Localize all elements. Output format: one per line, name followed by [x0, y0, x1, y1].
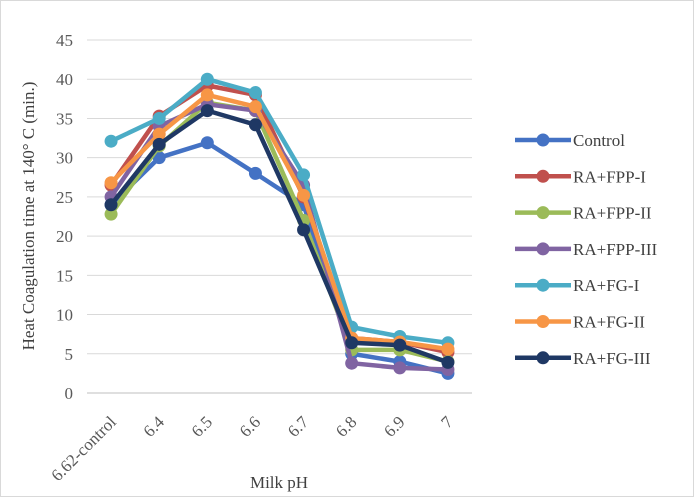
y-tick-label: 5: [65, 345, 74, 364]
data-point: [441, 342, 455, 356]
series-line: [108, 108, 451, 365]
series-ra-fg-iii: [104, 104, 455, 369]
legend-item: RA+FG-II: [515, 313, 645, 332]
series-line: [108, 92, 451, 352]
x-tick-label: 6.7: [284, 412, 313, 441]
data-point: [104, 198, 118, 212]
legend-marker: [536, 315, 550, 328]
legend-item: RA+FG-III: [515, 349, 651, 368]
data-point: [104, 134, 118, 148]
legend-marker: [536, 133, 550, 147]
data-point: [393, 338, 407, 352]
y-tick-label: 0: [65, 384, 74, 403]
data-point: [104, 207, 118, 221]
data-point: [152, 137, 166, 151]
series-ra-fg-i: [104, 72, 455, 350]
data-point: [104, 176, 118, 190]
data-point: [441, 355, 455, 369]
x-tick-label: 6.5: [188, 412, 216, 440]
legend-label: RA+FPP-III: [573, 240, 658, 259]
series-line: [108, 76, 451, 346]
x-tick-label: 7: [437, 412, 457, 432]
data-point: [393, 361, 407, 375]
legend-item: RA+FPP-II: [515, 204, 652, 223]
data-point: [345, 336, 359, 350]
y-tick-label: 15: [56, 266, 73, 285]
legend: Control RA+FPP-I RA+FPP-II RA+FPP-III RA+FG-…: [515, 131, 658, 368]
x-tick-label: 6.62-control: [47, 412, 120, 485]
legend-item: Control: [515, 131, 625, 150]
y-tick-label: 40: [56, 70, 73, 89]
x-tick-label: 6.6: [236, 412, 264, 440]
legend-label: Control: [573, 131, 625, 150]
legend-label: RA+FG-II: [573, 313, 645, 332]
data-point: [248, 100, 262, 114]
series-line: [108, 140, 451, 376]
y-tick-label: 20: [56, 227, 73, 246]
legend-item: RA+FPP-I: [515, 167, 646, 186]
y-axis-ticks: 0 5 10 15 20 25 30 35 40 45: [56, 31, 73, 403]
x-axis-title: Milk pH: [250, 473, 308, 492]
y-tick-label: 35: [56, 109, 73, 128]
legend-marker: [536, 206, 550, 220]
data-point: [297, 223, 311, 237]
x-tick-label: 6.9: [380, 412, 408, 440]
legend-marker: [536, 169, 550, 183]
data-point: [248, 166, 262, 180]
legend-label: RA+FG-III: [573, 349, 651, 368]
legend-label: RA+FG-I: [573, 276, 640, 295]
legend-marker: [536, 242, 550, 256]
legend-label: RA+FPP-I: [573, 167, 646, 186]
data-point: [248, 86, 262, 100]
legend-label: RA+FPP-II: [573, 204, 652, 223]
legend-item: RA+FPP-III: [515, 240, 658, 259]
data-point: [152, 111, 166, 125]
data-point: [297, 168, 311, 182]
gridlines: [87, 39, 472, 394]
series-layer: [104, 72, 455, 380]
data-point: [152, 127, 166, 141]
series-ra-fg-ii: [104, 88, 455, 356]
y-tick-label: 10: [56, 306, 73, 325]
y-axis-title: Heat Coagulation time at 140° C (min.): [19, 82, 38, 351]
data-point: [200, 72, 214, 86]
legend-marker: [536, 351, 550, 365]
y-tick-label: 45: [56, 31, 73, 50]
data-point: [345, 356, 359, 370]
x-tick-label: 6.8: [332, 412, 360, 440]
data-point: [152, 151, 166, 165]
x-tick-label: 6.4: [140, 412, 169, 441]
data-point: [200, 88, 214, 102]
data-point: [200, 104, 214, 118]
y-tick-label: 25: [56, 188, 73, 207]
legend-item: RA+FG-I: [515, 276, 640, 295]
data-point: [248, 118, 262, 132]
y-tick-label: 30: [56, 149, 73, 168]
data-point: [200, 136, 214, 150]
data-point: [297, 188, 311, 202]
legend-marker: [536, 278, 550, 292]
